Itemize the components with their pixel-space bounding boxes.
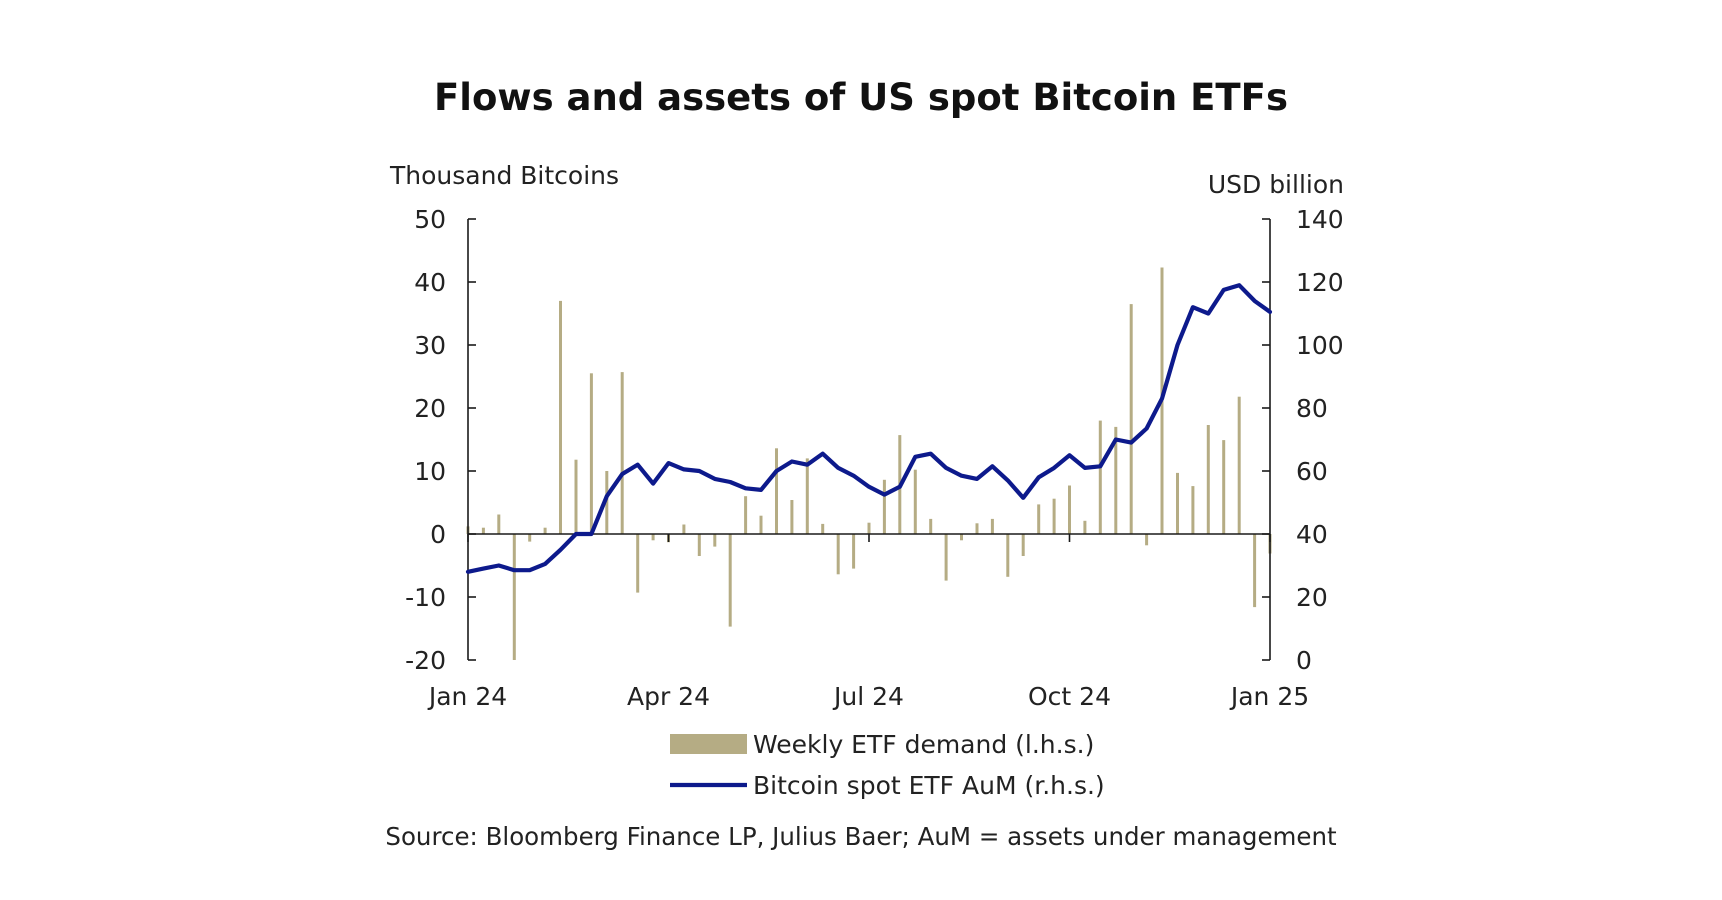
demand-bar [1145,534,1149,546]
right-axis-ticks: 0 20 40 60 80 100 120 140 [1262,205,1344,675]
x-axis-ticks: Jan 24 Apr 24 Jul 24 Oct 24 Jan 25 [427,534,1309,711]
demand-bar [990,518,994,534]
demand-bar [805,458,809,534]
demand-bar [620,372,624,534]
x-tick-label: Jan 24 [427,682,507,711]
right-tick-label: 0 [1296,646,1312,675]
right-tick-label: 40 [1296,520,1328,549]
x-tick-label: Jan 25 [1229,682,1309,711]
demand-bar [728,534,732,627]
demand-bar [867,522,871,534]
right-tick-label: 80 [1296,394,1328,423]
left-axis-ticks: -20 -10 0 10 20 30 40 50 [405,205,476,675]
demand-bar [836,534,840,575]
demand-bar [960,534,963,541]
demand-bar [1114,426,1118,534]
right-tick-label: 120 [1296,268,1344,297]
demand-bar [1206,425,1210,534]
demand-bar [1021,534,1025,556]
demand-bar [821,523,825,534]
left-tick-label: 30 [414,331,446,360]
demand-bar [574,459,578,534]
demand-bar [882,479,886,534]
demand-bar [605,471,609,534]
left-tick-label: -20 [405,646,446,675]
demand-bar [1191,486,1195,534]
aum-line [465,283,1273,574]
demand-bar [1129,304,1133,534]
right-tick-label: 60 [1296,457,1328,486]
x-tick-label: Oct 24 [1028,682,1111,711]
demand-bar [975,523,979,534]
legend-line-label: Bitcoin spot ETF AuM (r.h.s.) [753,771,1105,800]
left-tick-label: 10 [414,457,446,486]
demand-bar [1052,498,1056,534]
demand-bar [759,515,763,534]
demand-bar [528,534,532,542]
demand-bar [1083,520,1087,534]
demand-bar [852,534,856,569]
demand-bar [929,518,933,534]
demand-bar [589,373,593,534]
demand-bar [744,496,748,534]
demand-bar [481,527,485,534]
demand-bar [543,527,547,534]
legend-bar-swatch [670,734,747,754]
demand-bar [1006,534,1010,577]
right-tick-label: 140 [1296,205,1344,234]
left-tick-label: 40 [414,268,446,297]
demand-bar [1222,440,1226,534]
left-tick-label: 20 [414,394,446,423]
demand-bar [559,300,562,534]
demand-bar [1237,396,1241,534]
demand-bar [1037,504,1041,534]
left-tick-label: 0 [430,520,446,549]
left-tick-label: -10 [405,583,446,612]
demand-bar [512,534,516,660]
demand-bar [775,448,778,534]
right-tick-label: 100 [1296,331,1344,360]
left-axis-label: Thousand Bitcoins [389,161,619,190]
x-tick-label: Jul 24 [832,682,904,711]
demand-bar [636,534,640,593]
chart-title: Flows and assets of US spot Bitcoin ETFs [434,76,1288,119]
source-note: Source: Bloomberg Finance LP, Julius Bae… [385,822,1337,851]
demand-bar [944,534,948,581]
demand-bar [713,534,717,547]
x-tick-label: Apr 24 [627,682,710,711]
demand-bar [913,469,917,534]
demand-bar [1098,420,1102,534]
left-tick-label: 50 [414,205,446,234]
legend-bar-label: Weekly ETF demand (l.h.s.) [753,730,1094,759]
demand-bar [1068,485,1071,534]
demand-bar [651,534,655,541]
demand-bar [697,534,701,556]
demand-bar [1253,534,1257,608]
demand-bar [1176,472,1179,534]
right-tick-label: 20 [1296,583,1328,612]
demand-bar [790,500,794,534]
legend: Weekly ETF demand (l.h.s.) Bitcoin spot … [670,730,1105,800]
demand-bar [497,514,501,534]
right-axis-label: USD billion [1208,170,1344,199]
demand-bar [682,524,686,534]
